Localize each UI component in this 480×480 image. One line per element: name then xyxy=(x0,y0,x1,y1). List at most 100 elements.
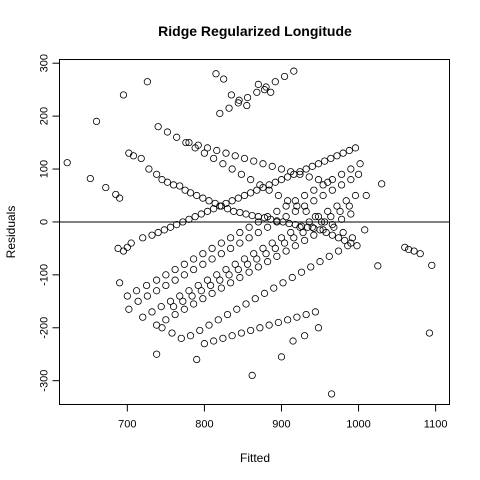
data-point xyxy=(153,170,161,178)
y-tick-label: 300 xyxy=(39,54,51,72)
data-point xyxy=(153,287,161,295)
data-point xyxy=(361,226,369,234)
data-point xyxy=(231,260,239,268)
data-point xyxy=(227,244,235,253)
data-point xyxy=(345,202,353,210)
data-point xyxy=(182,138,190,147)
data-point xyxy=(324,178,332,186)
data-point xyxy=(225,271,233,279)
data-point xyxy=(139,313,147,321)
data-point xyxy=(217,239,225,247)
data-point xyxy=(245,234,253,242)
data-point xyxy=(259,160,267,168)
data-point xyxy=(200,340,209,348)
data-point xyxy=(236,239,244,247)
data-point xyxy=(336,207,344,215)
data-point xyxy=(344,242,352,250)
data-point xyxy=(328,231,336,239)
data-point xyxy=(173,220,181,229)
data-point xyxy=(259,244,267,253)
data-point xyxy=(222,149,230,157)
data-point xyxy=(163,128,172,136)
data-point xyxy=(319,191,327,200)
y-tick-label: 0 xyxy=(39,219,51,225)
y-axis-label: Residuals xyxy=(4,206,18,259)
data-point xyxy=(243,101,251,110)
data-point xyxy=(217,284,225,292)
y-tick-label: -300 xyxy=(39,370,51,392)
y-tick-label: 200 xyxy=(39,107,51,125)
data-point xyxy=(271,178,279,186)
data-point xyxy=(216,109,224,118)
data-point xyxy=(227,91,235,99)
data-point xyxy=(227,279,235,287)
data-point xyxy=(287,228,295,237)
data-point xyxy=(253,186,261,194)
data-point xyxy=(188,292,196,300)
data-point xyxy=(160,226,168,234)
data-point xyxy=(348,234,356,242)
data-point xyxy=(271,244,279,253)
data-point xyxy=(234,265,242,274)
data-point xyxy=(208,244,216,253)
data-point xyxy=(177,334,185,342)
data-point xyxy=(277,176,286,184)
data-point xyxy=(247,326,255,335)
data-point xyxy=(291,197,299,205)
data-point xyxy=(328,186,336,194)
data-points xyxy=(63,67,436,398)
data-point xyxy=(327,213,335,221)
data-point xyxy=(268,239,276,247)
data-point xyxy=(153,350,161,358)
data-point xyxy=(347,176,355,184)
data-point xyxy=(280,72,289,81)
data-point xyxy=(287,168,295,176)
data-point xyxy=(243,260,252,268)
data-point xyxy=(205,321,213,329)
data-point xyxy=(267,88,275,96)
data-point xyxy=(216,202,224,210)
y-tick-label: -200 xyxy=(39,317,51,339)
data-point xyxy=(321,218,329,226)
data-point xyxy=(339,228,347,237)
data-point xyxy=(254,80,262,88)
x-axis-label: Fitted xyxy=(240,451,270,465)
data-point xyxy=(285,219,293,228)
data-point xyxy=(310,231,318,239)
data-point xyxy=(362,191,370,200)
data-point xyxy=(291,242,299,250)
data-point xyxy=(199,260,207,268)
data-point xyxy=(171,276,179,284)
data-point xyxy=(162,281,170,290)
data-point xyxy=(347,210,355,218)
data-point xyxy=(203,144,212,152)
data-point xyxy=(351,144,360,152)
data-point xyxy=(219,334,227,342)
data-point xyxy=(203,207,212,215)
data-point xyxy=(425,329,434,337)
data-point xyxy=(410,247,418,255)
data-point xyxy=(337,170,346,178)
data-point xyxy=(143,292,151,300)
data-point xyxy=(213,146,221,155)
data-point xyxy=(186,189,195,197)
data-point xyxy=(254,263,262,271)
x-tick-label: 700 xyxy=(118,419,136,431)
data-point xyxy=(245,268,253,276)
data-point xyxy=(179,297,187,305)
data-point xyxy=(228,165,236,173)
data-point xyxy=(264,213,272,221)
data-point xyxy=(297,268,306,276)
data-point xyxy=(233,305,241,313)
data-point xyxy=(185,138,193,147)
data-point xyxy=(247,176,255,184)
data-point xyxy=(240,154,249,163)
data-point xyxy=(125,305,133,313)
data-point xyxy=(284,173,292,181)
data-point xyxy=(227,234,235,242)
data-point xyxy=(137,154,145,163)
data-point xyxy=(310,186,318,194)
data-point xyxy=(220,75,228,83)
data-point xyxy=(321,157,329,165)
